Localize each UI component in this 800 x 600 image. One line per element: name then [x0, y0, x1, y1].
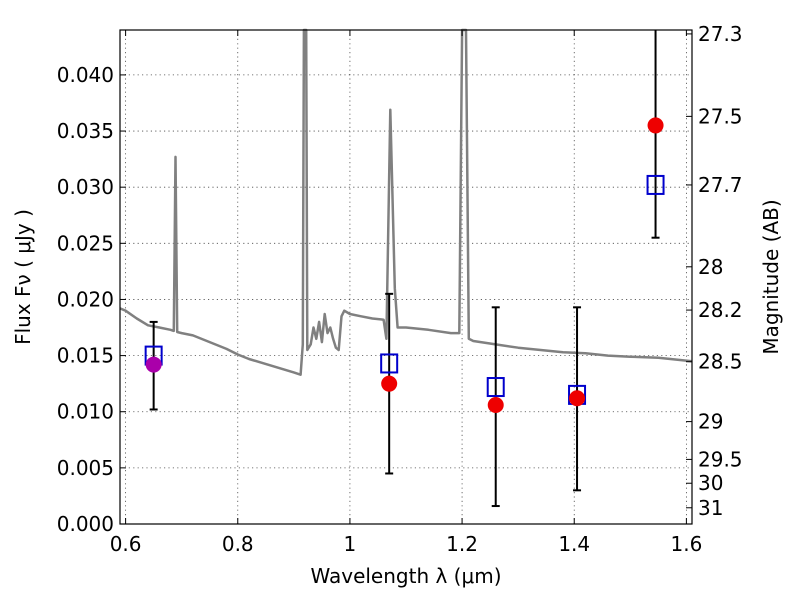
x-tick-label: 0.6: [110, 532, 142, 556]
observed-point: [381, 375, 398, 392]
y-tick-label: 0.010: [57, 400, 114, 424]
error-bars: [149, 30, 660, 508]
right-axis-label: Magnitude (AB): [759, 199, 783, 354]
x-tick-label: 1.2: [446, 532, 478, 556]
spectrum-line: [119, 28, 693, 376]
magnitude-tick-label: 30: [698, 471, 723, 495]
observed-point-markers: [145, 117, 664, 413]
x-tick-label: 1.4: [558, 532, 590, 556]
magnitude-tick-label: 28.5: [698, 350, 743, 374]
y-tick-label: 0.035: [57, 119, 114, 143]
spectrum-layer: [119, 28, 693, 376]
grid-lines: [120, 30, 692, 524]
model-square-marker: [380, 353, 399, 374]
magnitude-tick-label: 27.5: [698, 104, 743, 128]
magnitude-tick-label: 29.5: [698, 447, 743, 471]
observed-point: [569, 390, 586, 407]
observed-point: [487, 396, 504, 413]
x-axis-ticks: 0.6 0.8 1 1.2 1.4 1.6: [110, 30, 702, 556]
model-square-marker: [486, 377, 505, 398]
observed-point: [145, 356, 162, 373]
y-tick-label: 0.040: [57, 63, 114, 87]
x-tick-label: 0.8: [222, 532, 254, 556]
y-tick-label: 0.015: [57, 344, 114, 368]
magnitude-tick-label: 27.3: [698, 22, 743, 46]
model-square-markers: [144, 174, 665, 405]
x-axis-label: Wavelength λ (μm): [310, 564, 501, 588]
y-tick-label: 0.025: [57, 231, 114, 255]
magnitude-tick-label: 27.7: [698, 173, 743, 197]
x-tick-label: 1: [344, 532, 357, 556]
model-square-marker: [646, 174, 665, 195]
y-tick-label: 0.020: [57, 287, 114, 311]
x-tick-label: 1.6: [670, 532, 702, 556]
plot-frame: [119, 29, 693, 525]
magnitude-tick-label: 28: [698, 255, 723, 279]
y-axis-label: Flux Fν ( μJy ): [11, 209, 35, 345]
y-axis-ticks: 0.000 0.005 0.010 0.015 0.020 0.025 0.030 0.035…: [57, 63, 126, 536]
magnitude-tick-label: 29: [698, 410, 723, 434]
y-tick-label: 0.030: [57, 175, 114, 199]
observed-point: [647, 117, 664, 134]
y-tick-label: 0.005: [57, 456, 114, 480]
magnitude-tick-label: 28.2: [698, 298, 743, 322]
y-tick-label: 0.000: [57, 512, 114, 536]
magnitude-tick-label: 31: [698, 496, 723, 520]
